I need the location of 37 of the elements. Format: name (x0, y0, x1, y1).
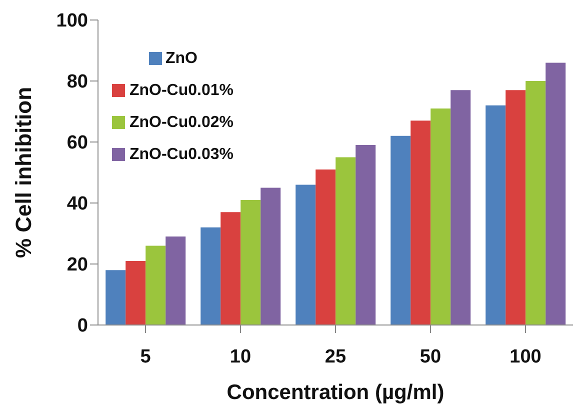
bar (146, 246, 166, 325)
bar (316, 169, 336, 325)
x-tick-label: 50 (420, 346, 442, 368)
y-tick-label: 100 (56, 10, 88, 32)
x-tick-label: 25 (324, 346, 346, 368)
bar (296, 184, 316, 325)
bar (356, 145, 376, 325)
bar (106, 270, 126, 325)
legend-label: ZnO-Cu0.01% (129, 82, 234, 99)
x-tick-label: 5 (140, 346, 152, 368)
bar (450, 90, 471, 325)
bar (430, 108, 451, 325)
bar (486, 105, 506, 325)
bar (526, 81, 546, 325)
x-tick-label: 10 (230, 346, 252, 368)
bar (126, 260, 146, 325)
y-tick-label: 60 (66, 132, 88, 154)
bar (410, 120, 431, 325)
y-tick-label: 80 (66, 72, 88, 93)
y-axis-title: % Cell inhibition (10, 86, 36, 258)
legend-label: ZnO-Cu0.02% (129, 114, 234, 131)
y-tick-label: 20 (66, 254, 88, 276)
bar (336, 157, 356, 325)
bar (240, 200, 261, 325)
bar (166, 236, 186, 325)
bar (200, 227, 221, 325)
bar (390, 136, 411, 325)
x-axis-title: Concentration (µg/ml) (226, 381, 444, 404)
y-tick-label: 0 (77, 316, 88, 337)
x-tick-label: 100 (510, 346, 542, 368)
bar (220, 212, 241, 325)
legend-label: ZnO-Cu0.03% (129, 146, 234, 163)
y-tick-label: 40 (66, 194, 88, 215)
bar (506, 90, 526, 325)
bar (546, 62, 566, 325)
legend-label: ZnO (166, 50, 198, 67)
bar (260, 188, 281, 325)
